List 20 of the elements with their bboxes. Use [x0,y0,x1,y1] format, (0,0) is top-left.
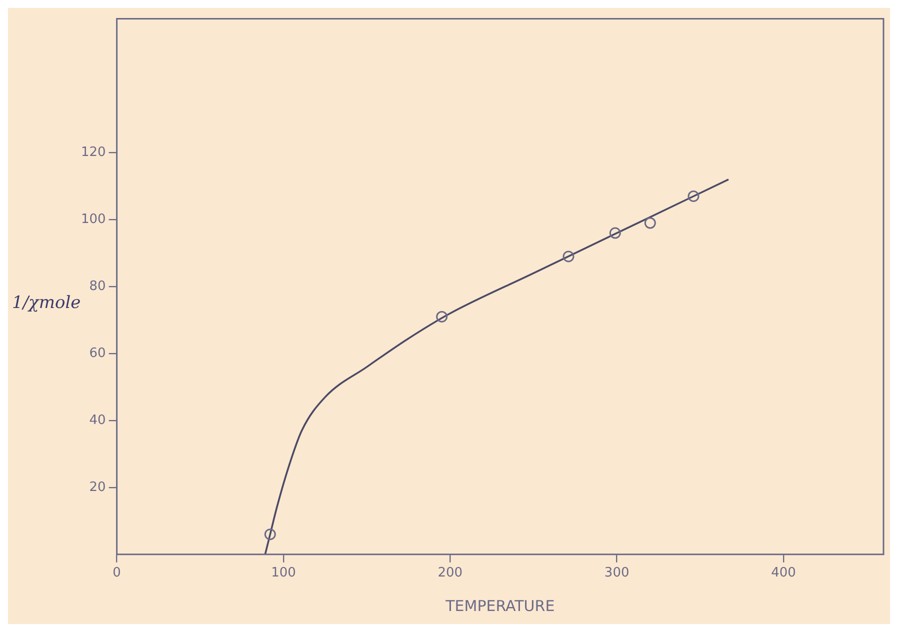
x-tick-label: 300 [604,566,630,581]
point [609,227,621,239]
y-tick-label: 60 [89,346,106,361]
point [644,217,656,229]
y-tick-label: 80 [89,278,106,294]
point [436,310,448,322]
x-axis-title: TEMPERATURE [444,596,555,615]
point [688,190,700,202]
x-tick-label: 0 [112,566,121,581]
line-series [264,178,730,554]
x-tick-label: 400 [771,566,796,581]
y-tick-label: 20 [89,480,106,495]
point [562,250,574,262]
x-tick-label: 200 [438,566,463,581]
x-tick-label: 100 [271,566,296,581]
y-tick-label: 120 [80,145,106,160]
y-tick-label: 100 [80,212,106,228]
point [264,528,276,540]
y-tick-label: 40 [89,412,106,428]
y-axis-title: 1/χmole [12,292,81,313]
